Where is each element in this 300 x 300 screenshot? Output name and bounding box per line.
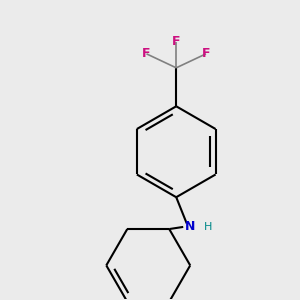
Text: N: N bbox=[185, 220, 195, 233]
Text: F: F bbox=[202, 47, 210, 60]
Text: H: H bbox=[203, 222, 212, 232]
Text: F: F bbox=[172, 35, 181, 48]
Text: F: F bbox=[142, 47, 151, 60]
